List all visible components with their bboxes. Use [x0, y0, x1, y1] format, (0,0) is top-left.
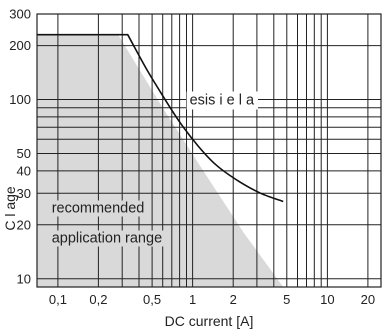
- plot-frame-layer: [36, 13, 382, 288]
- x-tick-label: 20: [361, 292, 375, 307]
- tick-label-layer: 0,1 0,2 0,5 1 2 5 10 20 10 20 30 40 50 100 200 300: [9, 7, 375, 308]
- x-tick-label: 2: [230, 292, 237, 307]
- resistive-load-curve: [37, 33, 284, 203]
- plot-frame: [36, 13, 382, 288]
- annotation-backing: [49, 200, 147, 217]
- y-tick-label: 200: [9, 38, 31, 53]
- y-tick-label: 20: [17, 217, 31, 232]
- x-tick-label: 0,1: [49, 292, 67, 307]
- y-axis-title: C l age: [2, 186, 18, 231]
- y-tick-label: 10: [17, 271, 31, 286]
- annotation-backing: [186, 91, 259, 110]
- recommended-range-area: [37, 34, 284, 288]
- y-tick-label: 50: [17, 146, 31, 161]
- x-tick-label: 5: [283, 292, 290, 307]
- x-tick-label: 10: [320, 292, 334, 307]
- area-layer: [37, 34, 284, 288]
- annotation-backing: [49, 230, 165, 247]
- y-tick-label: 40: [17, 163, 31, 178]
- x-tick-label: 1: [189, 292, 196, 307]
- x-axis-title: DC current [A]: [165, 313, 254, 329]
- x-tick-label: 0,5: [143, 292, 161, 307]
- annotation-label: esis i e l a: [190, 93, 255, 109]
- y-tick-label: 100: [9, 92, 31, 107]
- y-tick-label: 30: [17, 186, 31, 201]
- y-tick-label: 300: [9, 7, 31, 22]
- grid-layer: [37, 13, 381, 287]
- annotation-label: recommended: [52, 201, 145, 217]
- series-layer: [37, 33, 284, 203]
- x-tick-label: 0,2: [89, 292, 107, 307]
- annotation-label: application range: [52, 231, 162, 247]
- annotation-layer: esis i e l a recommended application range: [49, 91, 259, 247]
